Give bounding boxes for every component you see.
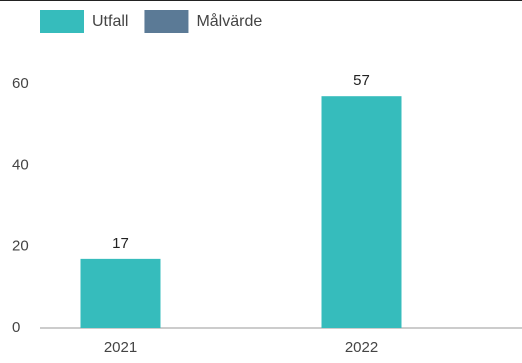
legend-swatch bbox=[144, 10, 189, 33]
y-tick-label: 60 bbox=[12, 75, 29, 92]
bar bbox=[80, 258, 161, 328]
y-tick-label: 20 bbox=[12, 238, 29, 255]
x-tick-label: 2021 bbox=[104, 339, 137, 356]
legend-label: Målvärde bbox=[196, 12, 262, 30]
legend-label: Utfall bbox=[92, 13, 128, 30]
value-label: 17 bbox=[112, 235, 129, 252]
bar bbox=[321, 96, 402, 328]
x-tick-label: 2022 bbox=[345, 339, 378, 356]
y-tick-label: 40 bbox=[12, 156, 29, 173]
y-tick-label: 0 bbox=[12, 319, 20, 336]
legend-swatch bbox=[40, 10, 84, 33]
value-label: 57 bbox=[353, 72, 370, 89]
